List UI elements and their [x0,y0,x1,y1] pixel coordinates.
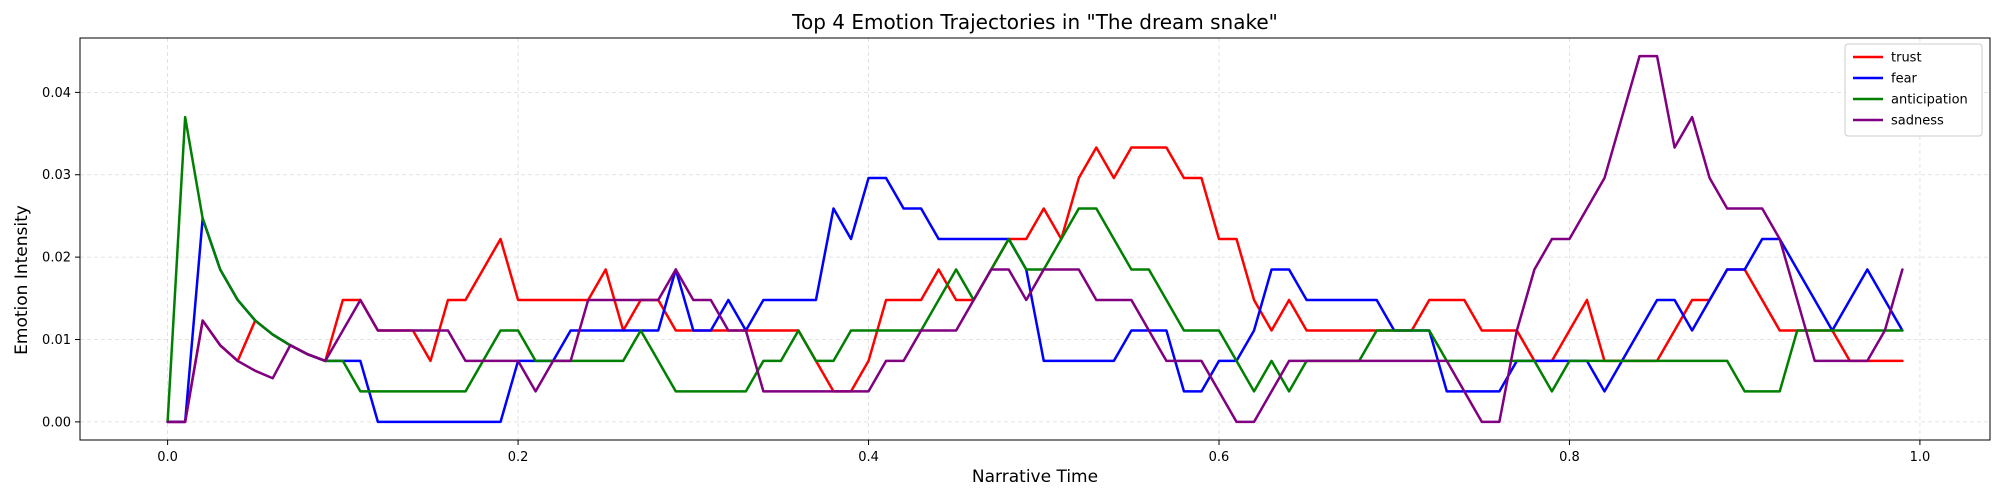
x-tick-label: 0.8 [1559,450,1580,465]
legend-label-sadness: sadness [1891,114,1944,129]
x-axis-ticks: 0.0 0.2 0.4 0.6 0.8 1.0 [157,440,1930,465]
series-line-sadness [166,54,1904,424]
y-tick-label: 0.00 [42,415,71,430]
legend-label-trust: trust [1891,51,1922,66]
legend-label-fear: fear [1891,72,1918,87]
series-line-anticipation [166,115,1904,424]
legend-frame [1844,43,1983,137]
x-axis-title: Narrative Time [972,467,1098,487]
x-tick-label: 0.6 [1209,450,1230,465]
series-line-fear [166,176,1904,424]
series-lines [166,54,1904,424]
x-tick-label: 0.4 [858,450,879,465]
x-tick-label: 0.0 [157,450,178,465]
y-tick-label: 0.04 [42,86,71,101]
legend: trust fear anticipation sadness [1844,43,1983,137]
y-tick-label: 0.03 [42,168,71,183]
x-tick-label: 1.0 [1910,450,1931,465]
legend-label-anticipation: anticipation [1891,93,1968,108]
y-tick-label: 0.01 [42,333,71,348]
y-axis-title: Emotion Intensity [12,205,32,355]
y-axis-ticks: 0.00 0.01 0.02 0.03 0.04 [42,86,80,430]
x-tick-label: 0.2 [508,450,529,465]
plot-frame [79,37,1991,441]
chart-title: Top 4 Emotion Trajectories in "The dream… [791,10,1278,34]
y-tick-label: 0.02 [42,251,71,266]
